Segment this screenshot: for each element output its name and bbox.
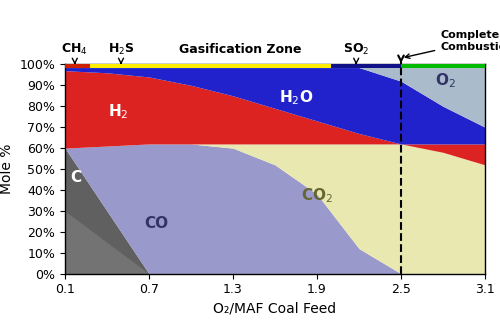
X-axis label: O₂/MAF Coal Feed: O₂/MAF Coal Feed: [214, 302, 336, 316]
Text: Complete
Combustion: Complete Combustion: [405, 30, 500, 58]
Text: Gasification Zone: Gasification Zone: [179, 43, 301, 56]
Y-axis label: Mole %: Mole %: [0, 144, 14, 194]
Text: H$_2$: H$_2$: [108, 103, 128, 121]
Text: H$_2$O: H$_2$O: [279, 88, 313, 107]
Text: CO: CO: [144, 216, 168, 231]
Text: CH$_4$: CH$_4$: [62, 42, 88, 63]
Text: C: C: [70, 170, 82, 185]
Text: O$_2$: O$_2$: [436, 71, 456, 90]
Text: CO$_2$: CO$_2$: [301, 186, 333, 205]
Text: H$_2$S: H$_2$S: [108, 42, 134, 63]
Text: SO$_2$: SO$_2$: [343, 42, 369, 63]
